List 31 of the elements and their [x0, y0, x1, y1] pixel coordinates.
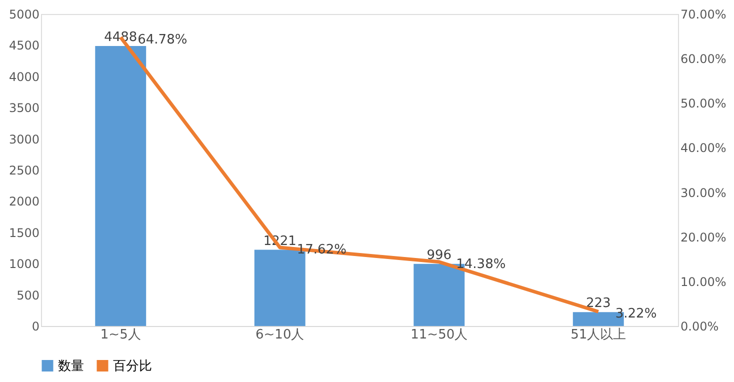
- x-tick-label: 1~5人: [100, 328, 141, 342]
- y2-tick-label: 40.00%: [680, 141, 726, 156]
- y-tick-label: 1000: [8, 257, 40, 272]
- data-label: 996: [426, 248, 452, 263]
- data-label: 64.78%: [138, 32, 188, 48]
- y2-tick-label: 30.00%: [680, 186, 726, 200]
- y-tick-label: 3500: [8, 101, 40, 116]
- y-tick-label: 0: [32, 320, 40, 334]
- y-tick-label: 1500: [8, 226, 40, 240]
- y2-tick-label: 70.00%: [680, 8, 726, 22]
- y-tick-label: 500: [16, 288, 40, 302]
- x-tick-label: 51人以上: [570, 328, 626, 342]
- y-tick-label: 5000: [8, 8, 40, 22]
- y-tick-label: 2000: [8, 194, 40, 209]
- data-label: 17.62%: [296, 242, 346, 258]
- data-label: 14.38%: [456, 256, 506, 272]
- data-label: 223: [586, 296, 611, 312]
- y-tick-label: 2500: [8, 164, 40, 178]
- legend-label: 数量: [58, 358, 84, 374]
- y2-tick-label: 20.00%: [680, 230, 726, 244]
- y2-tick-label: 60.00%: [680, 52, 726, 66]
- y2-tick-label: 10.00%: [680, 274, 726, 289]
- y-tick-label: 4500: [8, 38, 40, 53]
- legend-label: 百分比: [113, 358, 152, 374]
- y-tick-label: 3000: [8, 132, 40, 146]
- y2-tick-label: 50.00%: [680, 96, 726, 111]
- y2-tick-label: 0.00%: [680, 320, 719, 334]
- x-tick-label: 11~50人: [410, 328, 468, 342]
- y-tick-label: 4000: [8, 70, 40, 84]
- bar: [95, 46, 146, 326]
- x-tick-label: 6~10人: [256, 328, 304, 342]
